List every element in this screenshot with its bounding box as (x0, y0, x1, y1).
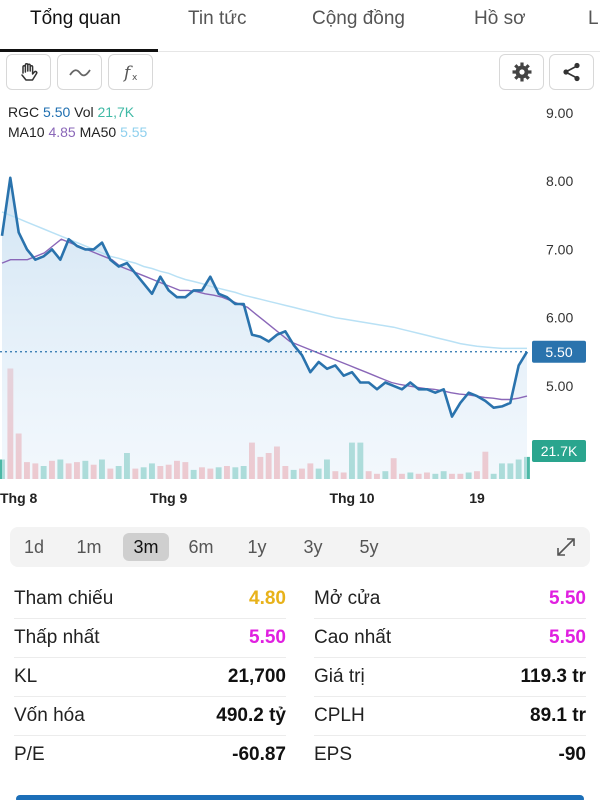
range-1d[interactable]: 1d (23, 537, 45, 557)
x-tick-label: Thg 8 (0, 490, 38, 506)
stat-value: 89.1 tr (530, 705, 586, 726)
current-volume-badge (532, 440, 586, 462)
current-volume-label: 21.7K (541, 443, 578, 459)
stat-shares-outstanding: CPLH 89.1 tr (314, 697, 586, 736)
range-3m[interactable]: 3m (123, 533, 169, 561)
legend-vol: 21,7K (97, 104, 135, 120)
tab-community[interactable]: Cộng đồng (312, 8, 405, 29)
range-1y[interactable]: 1y (247, 537, 267, 557)
stat-high: Cao nhất 5.50 (314, 619, 586, 658)
stat-value-traded: Giá trị 119.3 tr (314, 658, 586, 697)
legend-ma50-label: MA50 (79, 124, 117, 140)
price-area (2, 177, 527, 480)
ma50-line (1, 211, 527, 350)
tab-overview[interactable]: Tổng quan (30, 8, 121, 29)
y-tick-label: 8.00 (546, 173, 573, 189)
stat-value: 5.50 (549, 588, 586, 609)
stat-reference: Tham chiếu 4.80 (14, 580, 286, 619)
range-6m[interactable]: 6m (188, 537, 214, 557)
y-tick-label: 7.00 (546, 241, 573, 257)
stat-open: Mở cửa 5.50 (314, 580, 586, 619)
legend-row-price: RGC 5.50 Vol 21,7K (8, 104, 134, 120)
tab-news[interactable]: Tin tức (188, 8, 247, 29)
share-button[interactable] (549, 54, 594, 90)
stat-label: EPS (314, 744, 353, 765)
hand-tool-button[interactable] (6, 54, 51, 90)
stat-label: Thấp nhất (14, 627, 100, 648)
svg-text:x: x (132, 73, 138, 83)
x-tick-label: Thg 9 (150, 490, 188, 506)
stat-value: 21,700 (227, 666, 286, 687)
legend-price: 5.50 (43, 104, 71, 120)
stat-eps: EPS -90 (314, 736, 586, 775)
indicator-tool-button[interactable] (57, 54, 102, 90)
tab-more[interactable]: L (588, 8, 599, 29)
legend-ma50: 5.55 (120, 124, 148, 140)
legend-ma10-label: MA10 (8, 124, 45, 140)
range-3y[interactable]: 3y (303, 537, 323, 557)
stat-label: Tham chiếu (14, 588, 114, 609)
stat-label: Giá trị (314, 666, 365, 687)
stat-label: CPLH (314, 705, 365, 726)
y-tick-label: 6.00 (546, 310, 573, 326)
stat-value: -90 (558, 744, 586, 765)
function-icon: f x (122, 63, 138, 83)
stat-value: -60.87 (232, 744, 286, 765)
bottom-action-bar[interactable] (16, 795, 584, 800)
range-1m[interactable]: 1m (76, 537, 102, 557)
stat-label: P/E (14, 744, 45, 765)
price-line (0, 176, 529, 418)
current-price-badge (532, 340, 586, 363)
svg-text:f: f (122, 63, 133, 83)
gear-icon (512, 62, 531, 82)
stat-low: Thấp nhất 5.50 (14, 619, 286, 658)
legend-symbol: RGC (8, 104, 40, 120)
stat-label: Vốn hóa (14, 705, 85, 726)
tab-bar: Tổng quan Tin tức Cộng đồng Hồ sơ L (0, 0, 600, 52)
wave-icon (68, 69, 91, 77)
stat-value: 490.2 tỷ (216, 705, 286, 726)
stat-pe: P/E -60.87 (14, 736, 286, 775)
settings-button[interactable] (499, 54, 544, 90)
stat-value: 4.80 (249, 588, 286, 609)
price-chart-svg: 9.008.007.006.005.00 Thg 8 Thg 9 Thg 10 19 … (0, 105, 586, 506)
y-tick-label: 5.00 (546, 378, 573, 394)
y-tick-label: 9.00 (546, 105, 573, 121)
legend-ma10: 4.85 (48, 124, 76, 140)
range-5y[interactable]: 5y (359, 537, 379, 557)
function-tool-button[interactable]: f x (108, 54, 153, 90)
stat-value: 5.50 (549, 627, 586, 648)
legend-vol-label: Vol (74, 104, 94, 120)
x-tick-label: 19 (469, 490, 485, 506)
stat-value: 119.3 tr (520, 666, 587, 687)
tab-profile[interactable]: Hồ sơ (474, 8, 526, 29)
x-tick-label: Thg 10 (329, 490, 374, 506)
stat-label: Cao nhất (314, 627, 392, 648)
price-chart[interactable]: 9.00 8.00 7.00 6.00 5.00 Thg 8 Thg 9 Thg 10 19 … (0, 95, 600, 515)
legend-row-ma: MA10 4.85 MA50 5.55 (8, 124, 147, 140)
stat-label: Mở cửa (314, 588, 381, 609)
stat-label: KL (14, 666, 38, 687)
stat-value: 5.50 (249, 627, 286, 648)
current-price-label: 5.50 (545, 344, 572, 360)
hand-icon (20, 63, 37, 81)
expand-icon[interactable] (554, 535, 578, 559)
stat-volume: KL 21,700 (14, 658, 286, 697)
stat-market-cap: Vốn hóa 490.2 tỷ (14, 697, 286, 736)
active-tab-indicator (0, 49, 158, 52)
range-selector: 1d 1m 3m 6m 1y 3y 5y (10, 527, 590, 567)
share-icon (562, 62, 580, 82)
